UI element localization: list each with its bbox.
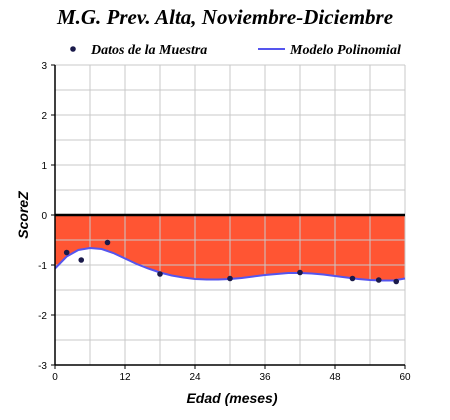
data-point: [375, 277, 382, 283]
y-tick-label: 3: [41, 61, 47, 72]
legend: Datos de la Muestra Modelo Polinomial: [70, 43, 401, 58]
plot-area: [54, 64, 406, 366]
y-axis-label: ScoreZ: [15, 191, 31, 239]
legend-label-datos: Datos de la Muestra: [90, 43, 207, 58]
data-point: [349, 275, 356, 282]
y-tick-label: 0: [41, 211, 47, 222]
x-axis-label: Edad (meses): [186, 390, 277, 406]
x-tick-label: 36: [259, 372, 271, 383]
data-point: [63, 249, 70, 256]
chart-title: M.G. Prev. Alta, Noviembre-Diciembre: [56, 5, 393, 29]
x-axis-ticks: 0 12 24 36 48 60: [52, 365, 411, 383]
x-tick-label: 12: [119, 372, 131, 383]
data-point: [297, 269, 303, 276]
legend-label-modelo: Modelo Polinomial: [289, 43, 401, 58]
y-tick-label: -2: [38, 311, 47, 322]
x-tick-label: 24: [189, 372, 201, 383]
y-tick-label: -3: [38, 361, 47, 372]
x-tick-label: 60: [399, 372, 411, 383]
data-point: [78, 257, 85, 263]
x-tick-label: 48: [329, 372, 341, 383]
y-tick-label: 1: [41, 161, 47, 172]
legend-dot-marker: [70, 46, 76, 52]
y-tick-label: -1: [38, 261, 47, 272]
data-point: [393, 278, 400, 285]
data-point: [227, 275, 233, 282]
y-tick-label: 2: [41, 111, 47, 122]
data-point: [157, 271, 163, 277]
x-tick-label: 0: [52, 372, 58, 383]
y-axis-ticks: -3 -2 -1 0 1 2 3: [38, 61, 55, 372]
data-point: [104, 239, 111, 246]
